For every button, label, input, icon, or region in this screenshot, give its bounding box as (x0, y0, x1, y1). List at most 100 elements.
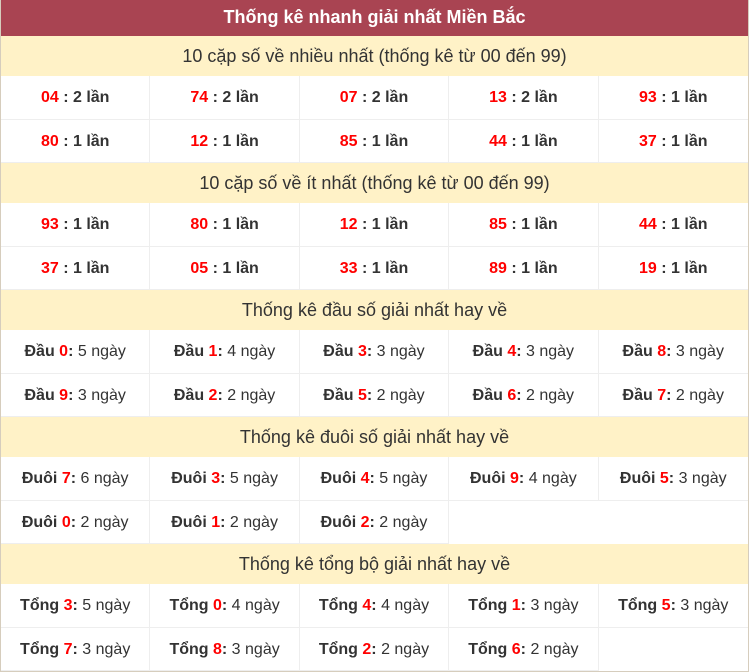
stat-cell: Đầu 5: 2 ngày (299, 373, 450, 417)
stat-cell: Tổng 4: 4 ngày (299, 584, 450, 628)
stat-cell: Đuôi 2: 2 ngày (299, 500, 450, 544)
stat-cell: 19 : 1 lần (598, 247, 748, 290)
separator: : (666, 386, 676, 404)
separator: : (668, 470, 679, 487)
number: 9 (510, 470, 519, 487)
count: 1 lần (671, 89, 708, 106)
stat-cell: 05 : 1 lần (150, 246, 300, 290)
separator: : (516, 386, 527, 404)
label: Tổng (169, 597, 213, 614)
stat-cell: Đầu 3: 3 ngày (299, 330, 450, 374)
number: 4 (507, 343, 517, 360)
separator: : (366, 386, 377, 404)
number: 3 (357, 343, 367, 360)
stat-cell: 13 : 2 lần (449, 76, 599, 120)
separator: : (656, 89, 672, 106)
number: 04 (40, 89, 59, 106)
separator: : (58, 89, 73, 106)
label: Đuôi (171, 470, 212, 487)
number: 2 (208, 386, 218, 404)
separator: : (357, 89, 372, 106)
separator: : (221, 597, 232, 614)
label: Tổng (318, 640, 363, 658)
count: 2 lần (371, 89, 409, 106)
number: 13 (489, 89, 507, 106)
number: 6 (507, 386, 517, 404)
separator: : (656, 259, 672, 277)
count: 3 ngày (530, 597, 579, 614)
stat-cell: 80 : 1 lần (150, 203, 300, 247)
stat-cell: 93 : 1 lần (598, 76, 748, 120)
number: 4 (360, 470, 370, 487)
number: 4 (362, 597, 372, 614)
count: 1 lần (371, 216, 409, 233)
count: 2 lần (521, 89, 558, 106)
separator: : (72, 597, 83, 614)
section-heading: Thống kê đầu số giải nhất hay về (1, 290, 748, 330)
number: 1 (511, 597, 521, 614)
separator: : (516, 343, 527, 360)
count: 1 lần (521, 216, 558, 233)
section-heading: Thống kê tổng bộ giải nhất hay về (1, 544, 748, 584)
separator: : (506, 259, 522, 277)
stat-cell: Đầu 2: 2 ngày (150, 373, 300, 417)
count: 3 ngày (675, 343, 724, 360)
stat-cell: Tổng 1: 3 ngày (449, 584, 599, 628)
number: 7 (61, 470, 71, 487)
stat-cell: Đầu 8: 3 ngày (598, 330, 748, 374)
count: 1 lần (72, 259, 110, 277)
stat-cell: 80 : 1 lần (1, 119, 151, 163)
count: 1 lần (521, 132, 558, 150)
label: Đầu (323, 386, 358, 404)
count: 1 lần (671, 132, 708, 150)
separator: : (520, 597, 531, 614)
number: 0 (59, 343, 69, 360)
number: 0 (212, 597, 222, 614)
section-heading: 10 cặp số về ít nhất (thống kê từ 00 đến… (1, 163, 748, 203)
count: 1 lần (222, 216, 259, 233)
section-heading: 10 cặp số về nhiều nhất (thống kê từ 00 … (1, 36, 748, 76)
separator: : (208, 132, 223, 150)
count: 1 lần (222, 259, 259, 277)
number: 6 (511, 640, 521, 658)
stat-cell: Đầu 9: 3 ngày (1, 373, 151, 417)
count: 6 ngày (80, 470, 129, 487)
number: 12 (190, 132, 209, 150)
number: 89 (489, 259, 507, 277)
stat-cell: Đầu 0: 5 ngày (1, 330, 151, 374)
number: 07 (339, 89, 358, 106)
count: 1 lần (371, 259, 409, 277)
count: 2 lần (72, 89, 110, 106)
count: 3 ngày (526, 343, 575, 360)
label: Đầu (173, 386, 209, 404)
label: Đuôi (320, 470, 361, 487)
number: 5 (661, 597, 671, 614)
number: 85 (489, 216, 507, 233)
label: Tổng (468, 597, 512, 614)
count: 5 ngày (77, 343, 126, 360)
separator: : (58, 132, 73, 150)
count: 3 ngày (680, 597, 729, 614)
count: 4 ngày (231, 597, 280, 614)
stat-cell: Tổng 8: 3 ngày (150, 627, 300, 671)
stat-cell: Đuôi 0: 2 ngày (1, 500, 151, 544)
separator: : (369, 513, 380, 531)
number: 3 (63, 597, 73, 614)
number: 37 (40, 259, 59, 277)
number: 5 (357, 386, 367, 404)
stat-cell: 44 : 1 lần (598, 203, 748, 247)
count: 1 lần (72, 216, 110, 233)
number: 5 (659, 470, 669, 487)
count: 3 ngày (231, 640, 280, 658)
table-row: 93 : 1 lần 80 : 1 lần 12 : 1 lần 85 : 1 lần… (1, 203, 748, 247)
separator: : (68, 386, 78, 404)
count: 2 ngày (227, 386, 276, 404)
stat-cell: 85 : 1 lần (449, 203, 599, 247)
count: 2 ngày (379, 513, 428, 531)
stat-cell: 33 : 1 lần (299, 246, 450, 290)
number: 85 (339, 132, 358, 150)
label: Tổng (318, 597, 363, 614)
stat-cell: 37 : 1 lần (1, 246, 151, 290)
count: 1 lần (371, 132, 409, 150)
number: 8 (212, 640, 222, 658)
